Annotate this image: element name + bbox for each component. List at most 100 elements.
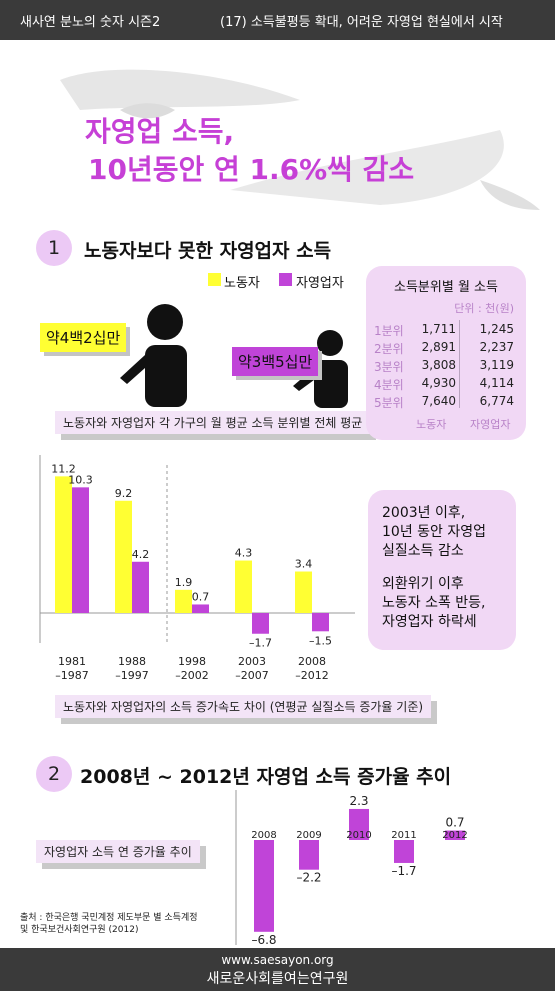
x-tick-label: –2007 [235,669,269,682]
section1-title: 노동자보다 못한 자영업자 소득 [84,240,332,262]
quintile-row-label: 5분위 [374,396,404,410]
quintile-worker-value: 4,930 [421,376,456,390]
col-label-worker: 노동자 [416,418,447,431]
note-line: 자영업자 하락세 [382,614,477,630]
self-bar [72,487,89,613]
bar-value-label: 0.7 [192,590,210,603]
x-tick-label: –1997 [115,669,149,682]
col-label-self: 자영업자 [470,418,511,431]
x-tick-label: 1988 [118,655,146,668]
quintile-self-value: 6,774 [479,394,514,408]
section2-title: 2008년 ~ 2012년 자영업 소득 증가율 추이 [80,766,452,788]
bar [445,830,465,840]
legend-label-self: 자영업자 [296,276,344,291]
quintile-worker-value: 3,808 [421,358,456,372]
bar-value-label: 2.3 [349,794,368,808]
quintile-row-label: 4분위 [374,378,404,392]
self-bar [192,604,209,613]
brush-decoration [60,69,540,210]
chart1-caption: 노동자와 자영업자의 소득 증가속도 차이 (연평균 실질소득 증가율 기준) [55,695,432,718]
bar-value-label: 4.3 [235,547,253,560]
quintile-table: 소득분위별 월 소득 단위 : 천(원) 노동자 자영업자 1분위 1,711 1,… [366,266,526,440]
x-tick-label: 2012 [442,830,467,841]
series-title: 새사연 분노의 숫자 시즌2 [20,15,161,30]
legend-label-worker: 노동자 [224,276,260,291]
footer: www.saesayon.org 새로운사회를여는연구원 [0,948,555,991]
footer-url[interactable]: www.saesayon.org [221,953,334,967]
source-line1: 출처 : 한국은행 국민계정 제도부문 별 소득계정 [20,913,198,923]
chart2-caption: 자영업자 소득 연 증가율 추이 [36,840,200,863]
x-tick-label: 2008 [298,655,326,668]
bar-value-label: 10.3 [68,473,93,486]
quintile-self-value: 1,245 [479,322,514,336]
legend-swatch-worker [208,273,221,286]
worker-bar [175,589,192,613]
section1-number: 1 [36,230,72,266]
worker-bar [235,560,252,613]
x-tick-label: 2011 [391,830,416,841]
top-bar: 새사연 분노의 숫자 시즌2 (17) 소득불평등 확대, 어려운 자영업 현실… [0,0,555,40]
quintile-row-label: 3분위 [374,360,404,374]
worker-person-icon [120,304,187,407]
quintile-row-label: 2분위 [374,342,404,356]
bar-value-label: –2.2 [296,871,321,885]
quintile-self-value: 3,119 [479,358,514,372]
source-note: 출처 : 한국은행 국민계정 제도부문 별 소득계정 및 한국보건사회연구원 (… [20,912,198,936]
bar [299,840,319,870]
bar-value-label: 1.9 [175,576,193,589]
self-income-label: 약3백5십만 [232,347,319,376]
note-line: 10년 동안 자영업 [382,524,486,540]
note-line: 외환위기 이후 [382,576,464,592]
quintile-self-value: 2,237 [479,340,514,354]
worker-bar [295,571,312,613]
note-line: 2003년 이후, [382,505,466,521]
x-tick-label: 2003 [238,655,266,668]
headline-line2: 10년동안 연 1.6%씩 감소 [88,153,415,186]
note-line: 노동자 소폭 반등, [382,595,486,611]
episode-title: (17) 소득불평등 확대, 어려운 자영업 현실에서 시작 [220,15,503,30]
quintile-table-unit: 단위 : 천(원) [454,302,514,315]
headline-line1: 자영업 소득, [85,115,235,148]
legend-swatch-self [279,273,292,286]
brush-stroke [480,180,540,210]
footer-org: 새로운사회를여는연구원 [206,971,349,987]
worker-bar [115,500,132,613]
worker-income-label: 약4백2십만 [40,323,127,352]
x-tick-label: 2010 [346,830,371,841]
bar-value-label: 11.2 [51,462,76,475]
quintile-worker-value: 1,711 [421,322,456,336]
x-tick-label: 1998 [178,655,206,668]
self-bar [312,613,329,632]
quintile-table-title: 소득분위별 월 소득 [394,280,498,295]
income-caption: 노동자와 자영업자 각 가구의 월 평균 소득 분위별 전체 평균 [55,411,371,434]
x-tick-label: –1987 [55,669,89,682]
table-divider [459,320,460,408]
bar-value-label: –1.5 [309,634,332,647]
quintile-self-value: 4,114 [479,376,514,390]
x-tick-label: –2002 [175,669,209,682]
bar-value-label: –6.8 [251,933,276,947]
brush-stroke [230,130,504,205]
bar-value-label: 0.7 [445,816,464,830]
self-bar [252,613,269,634]
quintile-row-label: 1분위 [374,324,404,338]
source-line2: 및 한국보건사회연구원 (2012) [20,925,139,935]
brush-stroke [120,103,175,119]
bar [394,840,414,863]
bar [254,840,274,932]
quintile-worker-value: 2,891 [421,340,456,354]
bar-value-label: 9.2 [115,487,133,500]
section2-number: 2 [36,756,72,792]
x-tick-label: –2012 [295,669,329,682]
x-tick-label: 2009 [296,830,321,841]
brush-stroke [60,69,300,110]
self-person-icon [293,330,348,408]
bar-value-label: –1.7 [391,864,416,878]
bar-value-label: –1.7 [249,637,272,650]
self-bar [132,561,149,613]
bar-value-label: 3.4 [295,558,313,571]
note-line: 실질소득 감소 [382,543,464,559]
x-tick-label: 1981 [58,655,86,668]
income-growth-chart: 11.210.3 1981–1987 9.2 4.2 1988–1997 1.90.7 19… [39,455,355,682]
